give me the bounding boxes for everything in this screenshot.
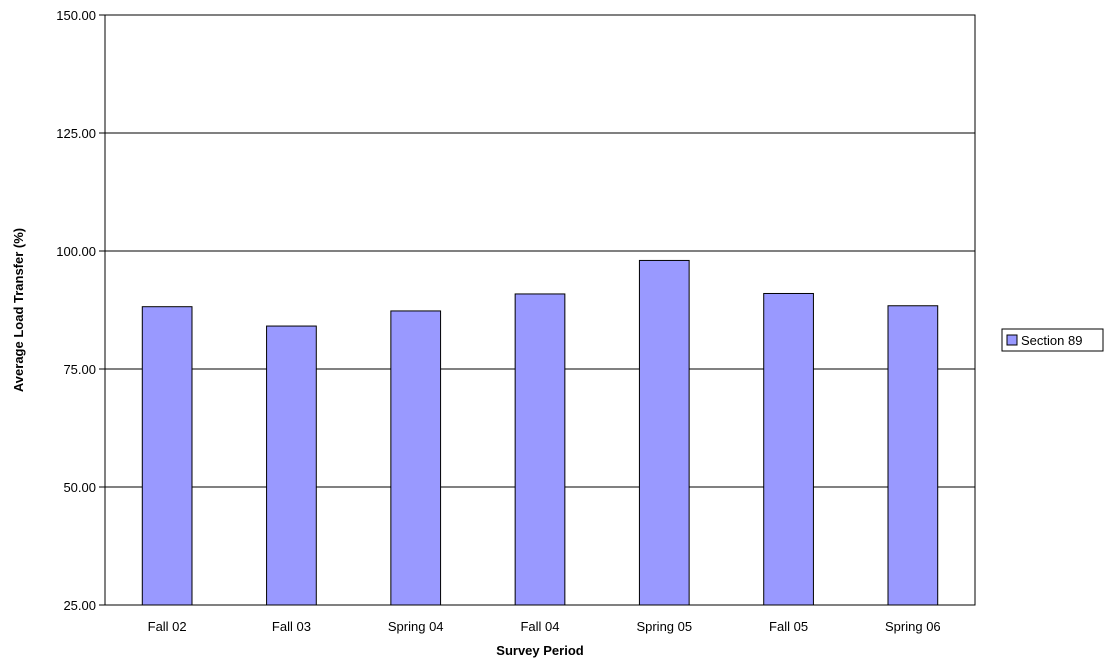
legend-swatch bbox=[1006, 334, 1018, 346]
bar bbox=[887, 305, 939, 606]
legend: Section 89 bbox=[1001, 328, 1104, 352]
legend-label: Section 89 bbox=[1021, 333, 1082, 348]
bar bbox=[141, 306, 193, 606]
x-axis-ticks: Fall 02 Fall 03 Spring 04 Fall 04 Spring 05 F… bbox=[148, 619, 941, 634]
x-axis-title: Survey Period bbox=[496, 643, 583, 658]
bar bbox=[266, 325, 317, 606]
x-tick-label: Spring 05 bbox=[636, 619, 692, 634]
x-tick-label: Fall 05 bbox=[769, 619, 808, 634]
y-tick-label: 150.00 bbox=[56, 8, 96, 23]
y-tick-label: 100.00 bbox=[56, 244, 96, 259]
bar bbox=[514, 293, 566, 606]
x-tick-label: Spring 06 bbox=[885, 619, 941, 634]
y-axis-title: Average Load Transfer (%) bbox=[11, 228, 26, 392]
y-axis-ticks: 25.00 50.00 75.00 100.00 125.00 150.00 bbox=[56, 8, 105, 613]
bar bbox=[390, 310, 442, 606]
legend-box bbox=[1001, 328, 1104, 352]
plot-area bbox=[104, 14, 976, 606]
x-tick-label: Fall 03 bbox=[272, 619, 311, 634]
bar bbox=[638, 259, 690, 606]
y-tick-label: 125.00 bbox=[56, 126, 96, 141]
y-tick-label: 25.00 bbox=[63, 598, 96, 613]
y-tick-label: 75.00 bbox=[63, 362, 96, 377]
y-tick-label: 50.00 bbox=[63, 480, 96, 495]
bars bbox=[141, 259, 939, 606]
x-tick-label: Fall 02 bbox=[148, 619, 187, 634]
x-tick-label: Fall 04 bbox=[520, 619, 559, 634]
x-tick-label: Spring 04 bbox=[388, 619, 444, 634]
bar bbox=[763, 292, 814, 606]
